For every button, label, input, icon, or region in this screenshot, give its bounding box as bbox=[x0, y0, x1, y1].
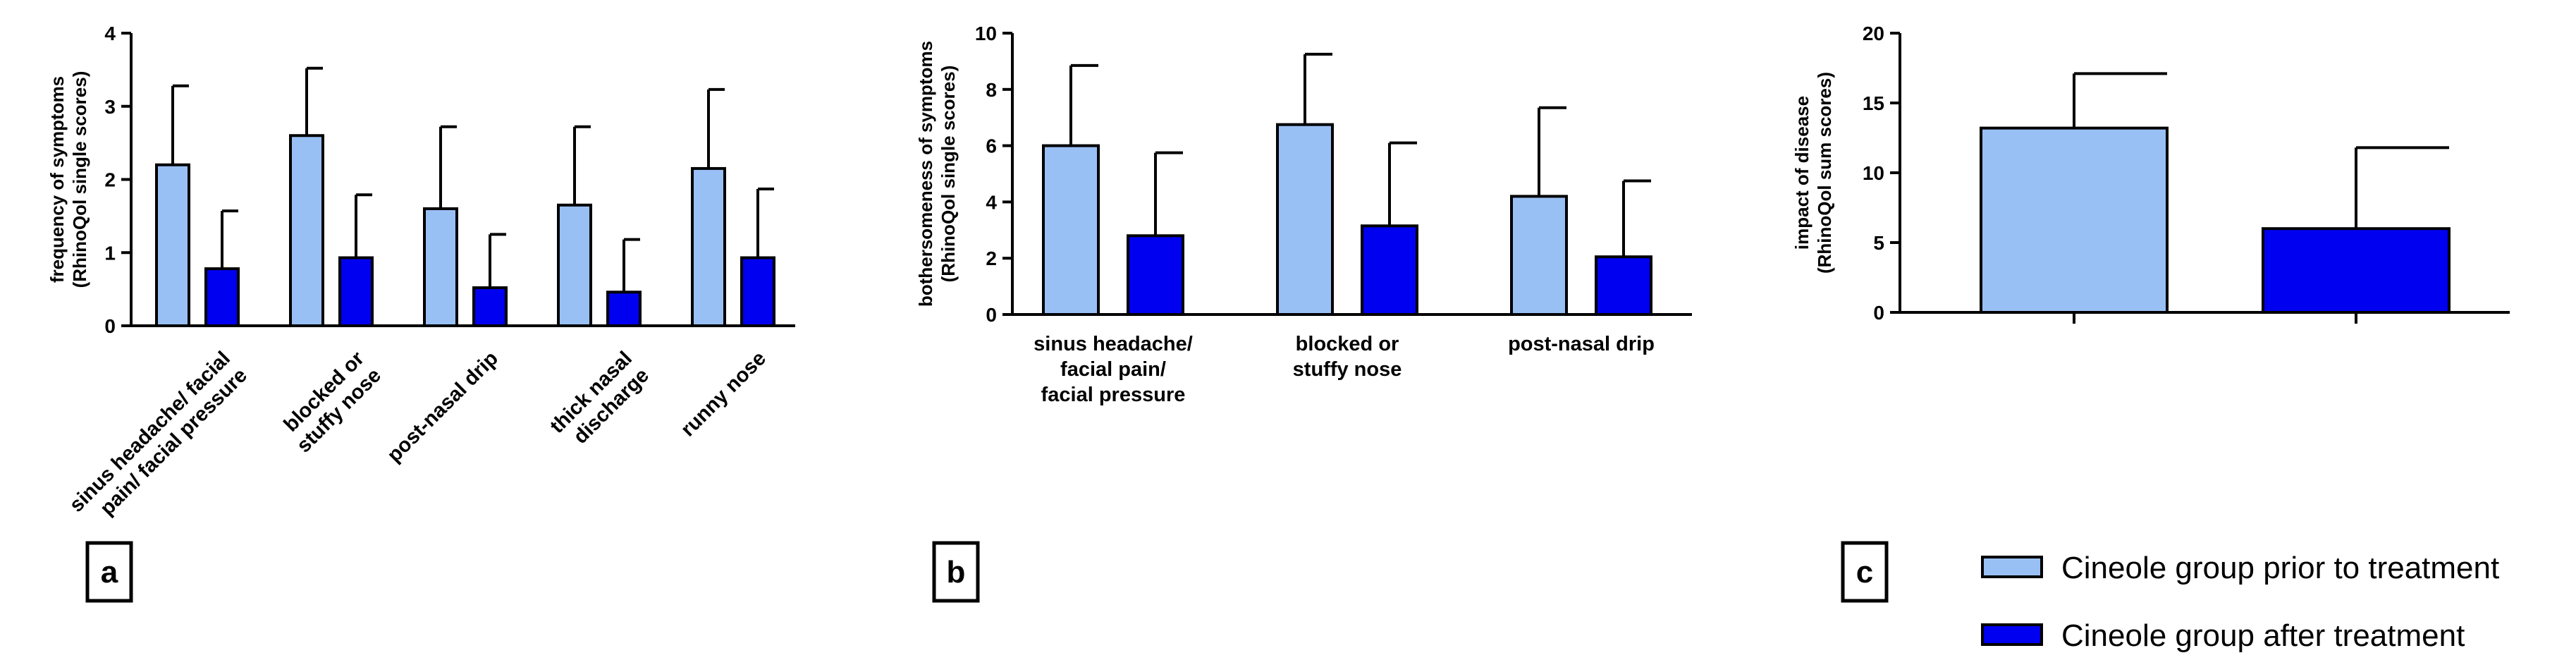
svg-text:b: b bbox=[947, 555, 966, 589]
category-label: sinus headache/ bbox=[1034, 333, 1193, 355]
legend-label-after: Cineole group after treatment bbox=[2061, 618, 2465, 653]
bar-after bbox=[1595, 255, 1652, 316]
bar-prior bbox=[423, 207, 458, 327]
panel-b-chart: 0 2 4 6 8 10 bothersomeness of symptoms (RhinoQ… bbox=[915, 23, 1692, 406]
bar-prior bbox=[691, 166, 726, 327]
y-tick-label: 4 bbox=[986, 191, 997, 213]
category-label: stuffy nose bbox=[1293, 358, 1402, 381]
legend-item-prior: Cineole group prior to treatment bbox=[1981, 551, 2499, 585]
category-label: blocked or bbox=[1296, 333, 1399, 355]
y-axis-title: (RhinoQol single scores) bbox=[69, 71, 90, 288]
panel-a-chart: 0 1 2 3 4 frequency of symptoms (RhinoQol sing… bbox=[47, 23, 795, 520]
y-tick-label: 10 bbox=[1863, 162, 1884, 184]
category-label: pain/ facial pressure bbox=[96, 364, 252, 520]
bar-prior bbox=[557, 203, 592, 327]
panel-label-a: a bbox=[85, 541, 133, 603]
legend-swatch-after bbox=[1981, 623, 2043, 646]
y-axis-title: impact of disease bbox=[1791, 96, 1813, 250]
y-tick-label: 4 bbox=[104, 23, 116, 44]
bar-prior bbox=[1042, 144, 1100, 316]
bar-after bbox=[606, 291, 642, 327]
panel-label-b: b bbox=[932, 541, 980, 603]
y-axis-title: frequency of symptoms bbox=[47, 76, 68, 283]
y-tick-label: 10 bbox=[975, 23, 997, 44]
legend-item-after: Cineole group after treatment bbox=[1981, 618, 2465, 653]
y-axis-title: (RhinoQol sum scores) bbox=[1814, 72, 1835, 274]
y-tick-label: 2 bbox=[104, 169, 116, 191]
category-label: post-nasal drip bbox=[1508, 333, 1655, 355]
y-tick-label: 8 bbox=[986, 79, 997, 101]
bar-prior bbox=[155, 163, 190, 327]
legend: Cineole group prior to treatment Cineole… bbox=[1981, 551, 2499, 653]
bar-after bbox=[1127, 234, 1184, 316]
legend-swatch-prior bbox=[1981, 556, 2043, 578]
bar-after bbox=[1361, 224, 1418, 316]
bar-after bbox=[472, 286, 508, 327]
bar-after bbox=[338, 256, 374, 328]
bar-after bbox=[740, 256, 775, 328]
panel-label-c: c bbox=[1841, 541, 1889, 603]
bar-after bbox=[2262, 227, 2451, 314]
y-axis-title: (RhinoQol single scores) bbox=[938, 66, 959, 283]
y-tick-label: 0 bbox=[986, 304, 997, 326]
legend-label-prior: Cineole group prior to treatment bbox=[2061, 551, 2499, 585]
y-tick-label: 3 bbox=[104, 96, 116, 118]
bar-prior bbox=[1980, 126, 2169, 314]
y-tick-label: 6 bbox=[986, 135, 997, 157]
y-tick-label: 0 bbox=[104, 315, 116, 337]
y-tick-label: 5 bbox=[1873, 232, 1884, 254]
y-tick-label: 20 bbox=[1863, 23, 1884, 44]
bar-prior bbox=[1510, 195, 1568, 317]
category-label: post-nasal drip bbox=[383, 347, 503, 467]
svg-text:a: a bbox=[101, 555, 118, 589]
y-tick-label: 2 bbox=[986, 248, 997, 269]
bar-prior bbox=[1276, 123, 1334, 317]
panel-c-chart: 0 5 10 15 20 impact of disease (RhinoQol sum s… bbox=[1791, 23, 2510, 324]
category-label: facial pressure bbox=[1041, 384, 1186, 406]
category-label: sinus headache/ facial bbox=[66, 347, 235, 516]
y-tick-label: 1 bbox=[104, 242, 116, 264]
y-axis-title: bothersomeness of symptoms bbox=[915, 41, 936, 307]
bar-after bbox=[204, 267, 240, 328]
y-tick-label: 15 bbox=[1863, 92, 1884, 114]
category-label: runny nose bbox=[677, 347, 771, 441]
y-tick-label: 0 bbox=[1873, 302, 1884, 324]
category-label: facial pain/ bbox=[1060, 358, 1166, 381]
bar-prior bbox=[289, 134, 324, 327]
svg-text:c: c bbox=[1856, 555, 1873, 589]
